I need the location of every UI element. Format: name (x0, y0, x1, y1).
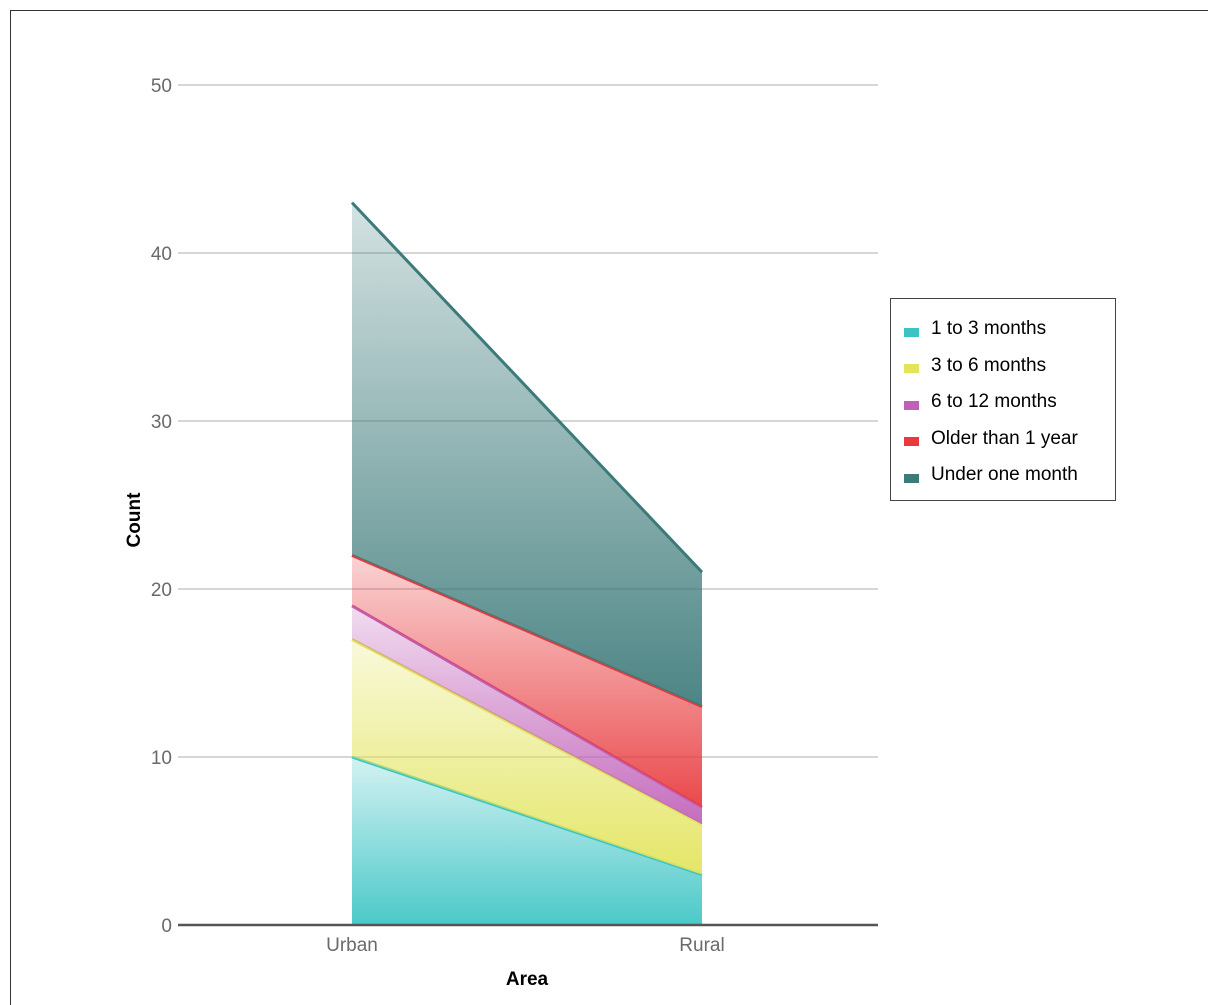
y-tick-label: 40 (151, 244, 172, 265)
y-tick-label: 20 (151, 580, 172, 601)
legend-label: 6 to 12 months (931, 391, 1057, 413)
area-series (350, 201, 704, 925)
y-tick-label: 10 (151, 748, 172, 769)
y-axis-title: Count (124, 492, 145, 548)
legend-label: 1 to 3 months (931, 318, 1047, 340)
series-line (350, 201, 704, 574)
area-band (352, 202, 702, 707)
area-band (352, 605, 702, 825)
axes: 0 10 20 30 40 50 Urban Rural (151, 76, 878, 956)
legend-item: 1 to 3 months (891, 311, 1115, 348)
legend-swatch (904, 473, 919, 483)
legend-item: 3 to 6 months (891, 348, 1115, 385)
legend-swatch (904, 364, 919, 374)
legend-label: Older than 1 year (931, 427, 1078, 449)
chart-frame (10, 10, 1208, 1005)
x-axis-title: Area (506, 969, 549, 990)
y-tick-label: 50 (151, 76, 172, 97)
legend-swatch (904, 437, 919, 447)
area-band (352, 555, 702, 808)
legend-item: Older than 1 year (891, 421, 1115, 458)
x-tick-label: Urban (326, 935, 378, 956)
legend-item: 6 to 12 months (891, 384, 1115, 421)
legend-swatch (904, 400, 919, 410)
area-band (352, 757, 702, 925)
x-tick-label: Rural (679, 935, 724, 956)
legend-swatch (904, 327, 919, 337)
y-tick-label: 30 (151, 412, 172, 433)
legend-label: Under one month (931, 464, 1078, 486)
legend-label: 3 to 6 months (931, 354, 1047, 376)
legend-item: Under one month (891, 457, 1115, 494)
legend: 1 to 3 months 3 to 6 months 6 to 12 mont… (890, 298, 1116, 501)
area-band (352, 639, 702, 875)
y-tick-label: 0 (161, 916, 172, 937)
